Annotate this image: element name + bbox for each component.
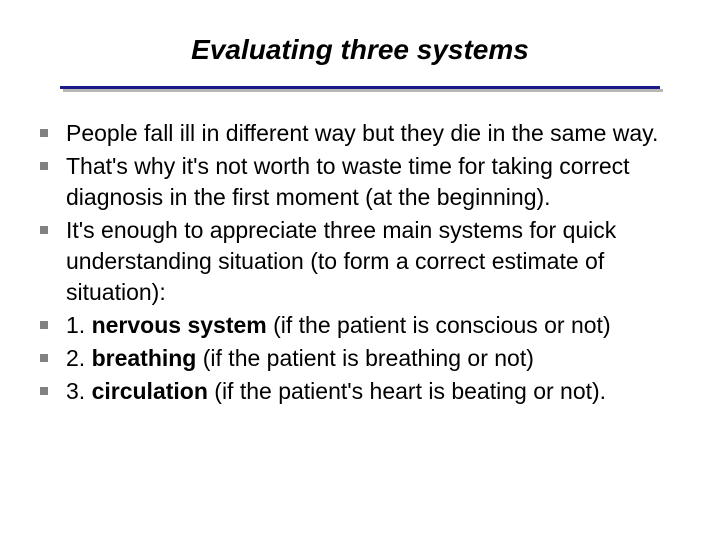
list-item: That's why it's not worth to waste time …	[40, 151, 700, 213]
square-bullet-icon	[40, 129, 48, 137]
bullet-list: People fall ill in different way but the…	[40, 118, 700, 409]
square-bullet-icon	[40, 354, 48, 362]
list-item: 2. breathing (if the patient is breathin…	[40, 343, 700, 374]
square-bullet-icon	[40, 387, 48, 395]
list-item-text: 3. circulation (if the patient's heart i…	[66, 376, 700, 407]
slide: Evaluating three systems People fall ill…	[0, 0, 720, 540]
list-item: It's enough to appreciate three main sys…	[40, 215, 700, 308]
square-bullet-icon	[40, 162, 48, 170]
list-item-text: 1. nervous system (if the patient is con…	[66, 310, 700, 341]
list-item-text: It's enough to appreciate three main sys…	[66, 215, 700, 308]
underline-shadow	[63, 89, 663, 92]
underline-line	[60, 86, 660, 89]
list-item: People fall ill in different way but the…	[40, 118, 700, 149]
list-item-text: 2. breathing (if the patient is breathin…	[66, 343, 700, 374]
list-item-text: That's why it's not worth to waste time …	[66, 151, 700, 213]
slide-title: Evaluating three systems	[191, 34, 529, 65]
title-block: Evaluating three systems	[0, 34, 720, 66]
square-bullet-icon	[40, 321, 48, 329]
list-item: 1. nervous system (if the patient is con…	[40, 310, 700, 341]
square-bullet-icon	[40, 226, 48, 234]
list-item: 3. circulation (if the patient's heart i…	[40, 376, 700, 407]
list-item-text: People fall ill in different way but the…	[66, 118, 700, 149]
